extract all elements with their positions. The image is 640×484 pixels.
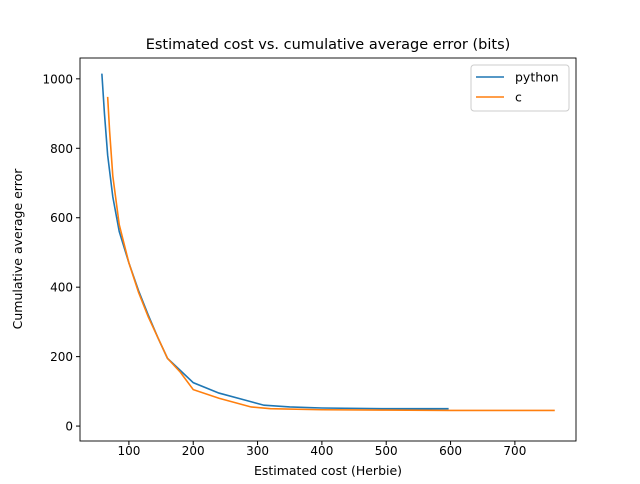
legend-label-python: python xyxy=(515,70,559,85)
y-tick-label: 0 xyxy=(65,420,73,434)
legend-label-c: c xyxy=(515,90,522,105)
x-tick-label: 600 xyxy=(439,444,462,458)
y-tick-label: 400 xyxy=(50,281,73,295)
y-axis-label: Cumulative average error xyxy=(10,168,25,330)
x-tick-label: 200 xyxy=(182,444,205,458)
y-tick-label: 600 xyxy=(50,211,73,225)
x-tick-label: 300 xyxy=(246,444,269,458)
y-tick-label: 200 xyxy=(50,350,73,364)
x-tick-label: 100 xyxy=(117,444,140,458)
x-axis-label: Estimated cost (Herbie) xyxy=(254,463,402,478)
series-line-python xyxy=(101,73,449,410)
series-line-c xyxy=(106,96,555,412)
x-tick-label: 700 xyxy=(503,444,526,458)
axes-frame xyxy=(79,57,577,442)
y-tick-label: 1000 xyxy=(42,72,73,86)
x-tick-label: 400 xyxy=(310,444,333,458)
chart-title: Estimated cost vs. cumulative average er… xyxy=(146,37,511,53)
x-tick-label: 500 xyxy=(375,444,398,458)
y-tick-label: 800 xyxy=(50,142,73,156)
legend: python c xyxy=(470,64,570,112)
